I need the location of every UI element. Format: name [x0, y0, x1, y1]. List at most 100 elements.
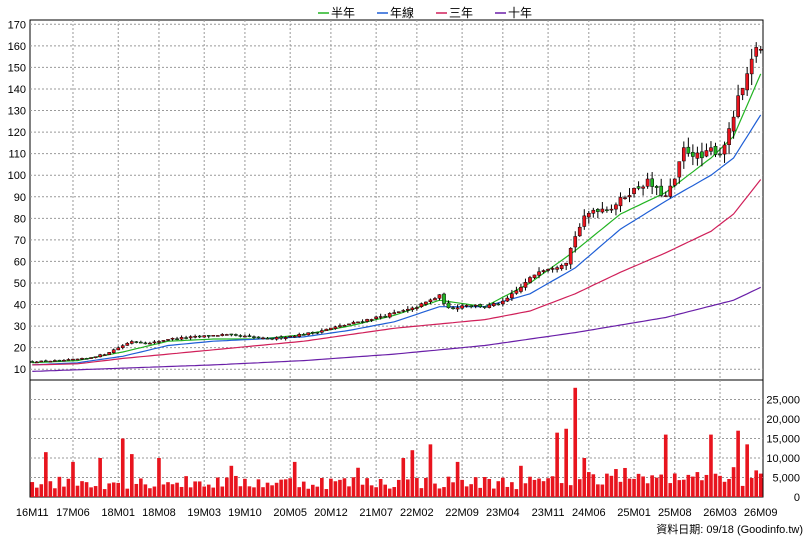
candle-body	[645, 178, 650, 187]
candle-body	[455, 307, 460, 310]
x-tick-label: 20M12	[314, 507, 348, 519]
candle-body	[686, 146, 691, 154]
volume-bar	[342, 478, 347, 497]
volume-bar	[505, 486, 510, 497]
volume-bar	[591, 474, 596, 497]
volume-bar	[392, 487, 397, 497]
candle-body	[342, 324, 347, 327]
candle-body	[247, 335, 252, 337]
candle-body	[297, 334, 302, 337]
volume-panel	[29, 379, 764, 498]
candle-body	[261, 337, 265, 340]
volume-bar	[704, 474, 709, 497]
candle-body	[202, 335, 207, 338]
candle-body	[179, 337, 184, 340]
candle-body	[469, 305, 473, 307]
price-tick-label: 150	[8, 62, 26, 74]
volume-bar	[424, 477, 428, 497]
price-tick-label: 100	[8, 170, 26, 182]
candle-body	[93, 356, 98, 358]
price-tick-label: 160	[8, 41, 26, 53]
price-tick-label: 60	[14, 256, 26, 268]
volume-bar	[451, 482, 455, 497]
volume-bar	[700, 480, 704, 497]
volume-bar	[197, 481, 202, 497]
volume-bar	[374, 487, 378, 497]
volume-bar	[514, 489, 519, 497]
x-tick-label: 18M08	[142, 507, 176, 519]
candle-body	[206, 335, 211, 337]
candle-body	[310, 331, 315, 334]
volume-bar	[261, 487, 265, 497]
volume-bar	[365, 478, 369, 497]
candle-body	[727, 128, 731, 146]
volume-bar	[211, 487, 216, 497]
volume-bar	[573, 387, 578, 497]
volume-bar	[433, 483, 437, 497]
candle-body	[722, 144, 727, 155]
candle-body	[387, 313, 392, 318]
candle-body	[102, 354, 107, 356]
x-tick-label: 19M10	[228, 507, 262, 519]
volume-bar	[749, 478, 754, 497]
volume-bar	[247, 486, 252, 497]
legend-label: 三年	[449, 6, 473, 20]
candle-body	[754, 47, 759, 57]
volume-bar	[528, 476, 532, 497]
candle-body	[57, 359, 62, 362]
candle-body	[383, 315, 388, 318]
volume-bar	[324, 489, 329, 497]
volume-bar	[510, 482, 514, 497]
candle-body	[279, 336, 283, 339]
volume-bar	[415, 478, 419, 497]
volume-bar	[446, 476, 451, 497]
volume-bar	[206, 484, 211, 497]
volume-bar	[93, 486, 98, 497]
volume-bar	[632, 478, 636, 497]
candle-body	[283, 337, 288, 339]
candle-body	[301, 334, 306, 336]
volume-bar	[378, 479, 383, 497]
candle-body	[152, 341, 157, 344]
volume-bar	[116, 482, 121, 497]
volume-bar	[654, 477, 659, 497]
volume-bar	[532, 479, 537, 497]
candle-body	[659, 185, 664, 196]
candle-body	[405, 308, 410, 311]
price-tick-label: 120	[8, 127, 26, 139]
candle-body	[120, 345, 125, 348]
volume-bar	[455, 461, 460, 497]
price-tick-label: 90	[14, 192, 26, 204]
candle-body	[369, 319, 374, 321]
volume-bar	[564, 428, 568, 497]
legend-label: 半年	[331, 6, 355, 20]
volume-bar	[396, 479, 401, 497]
candle-body	[270, 337, 274, 340]
candle-body	[30, 361, 35, 363]
candle-body	[496, 303, 501, 306]
ma-line-半年	[32, 73, 762, 364]
volume-bar	[170, 484, 175, 497]
volume-bar	[709, 434, 713, 497]
volume-bar	[605, 473, 609, 497]
candle-body	[627, 195, 632, 198]
volume-bar	[215, 477, 220, 497]
volume-bar	[252, 487, 256, 497]
volume-bar	[482, 476, 487, 497]
candle-body	[419, 303, 424, 307]
volume-bar	[234, 475, 238, 497]
volume-bar	[44, 452, 48, 497]
candle-body	[66, 359, 71, 361]
volume-bar	[360, 484, 365, 497]
candle-body	[541, 270, 546, 273]
volume-bar	[577, 479, 582, 497]
candle-body	[428, 299, 433, 303]
volume-bar	[292, 461, 297, 497]
volume-bar	[428, 444, 433, 497]
volume-bar	[243, 478, 247, 497]
candle-body	[256, 336, 261, 339]
x-tick-label: 17M06	[56, 507, 90, 519]
volume-bar	[650, 475, 654, 497]
